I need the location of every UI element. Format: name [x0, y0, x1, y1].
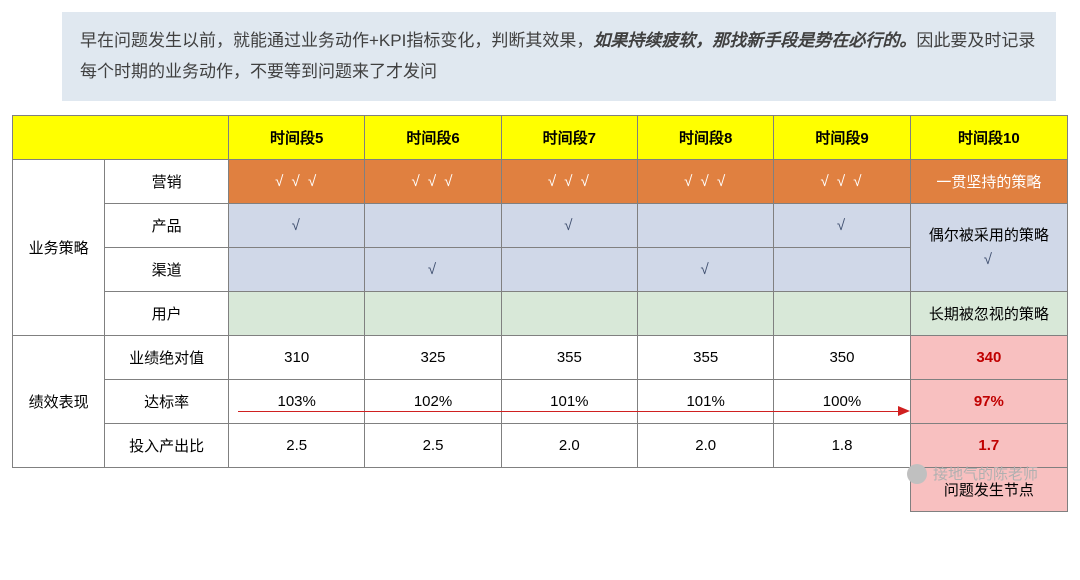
note-marketing: 一贯坚持的策略	[910, 160, 1067, 204]
note-check: √	[984, 251, 994, 268]
cell: 310	[229, 336, 365, 380]
row-abs: 绩效表现 业绩绝对值 310 325 355 355 350 340	[13, 336, 1068, 380]
cell	[229, 292, 365, 336]
cell: 2.5	[229, 424, 365, 468]
cell: 101%	[501, 380, 637, 424]
cell: √ √ √	[365, 160, 501, 204]
cell: √	[365, 248, 501, 292]
cell: 103%	[229, 380, 365, 424]
cell: 325	[365, 336, 501, 380]
intro-paragraph: 早在问题发生以前，就能通过业务动作+KPI指标变化，判断其效果，如果持续疲软，那…	[62, 12, 1056, 101]
cell	[774, 292, 910, 336]
col-header: 时间段8	[638, 116, 774, 160]
strategy-table: 时间段5 时间段6 时间段7 时间段8 时间段9 时间段10 业务策略 营销 √…	[12, 115, 1068, 512]
row-rate: 达标率 103% 102% 101% 101% 100% 97%	[13, 380, 1068, 424]
col-header: 时间段10	[910, 116, 1067, 160]
intro-text-bold: 如果持续疲软，那找新手段是势在必行的。	[593, 31, 916, 50]
cell: √	[501, 204, 637, 248]
group-business: 业务策略	[13, 160, 105, 336]
note-text: 偶尔被采用的策略	[929, 227, 1049, 244]
col-header: 时间段6	[365, 116, 501, 160]
row-label: 用户	[105, 292, 229, 336]
footer-note: 问题发生节点	[910, 468, 1067, 512]
cell: 2.0	[638, 424, 774, 468]
cell	[365, 204, 501, 248]
cell	[501, 248, 637, 292]
group-performance: 绩效表现	[13, 336, 105, 468]
row-channel: 渠道 √ √	[13, 248, 1068, 292]
header-blank	[13, 116, 229, 160]
cell: √ √ √	[774, 160, 910, 204]
cell: 355	[638, 336, 774, 380]
cell: √ √ √	[501, 160, 637, 204]
col-header: 时间段7	[501, 116, 637, 160]
cell: √	[229, 204, 365, 248]
cell	[638, 292, 774, 336]
cell: 101%	[638, 380, 774, 424]
row-label: 达标率	[105, 380, 229, 424]
cell-value: 103%	[277, 393, 315, 410]
cell: 355	[501, 336, 637, 380]
cell: 2.5	[365, 424, 501, 468]
row-user: 用户 长期被忽视的策略	[13, 292, 1068, 336]
cell	[229, 248, 365, 292]
cell	[365, 292, 501, 336]
row-label: 投入产出比	[105, 424, 229, 468]
col-header: 时间段5	[229, 116, 365, 160]
cell: 1.8	[774, 424, 910, 468]
cell	[638, 204, 774, 248]
cell	[501, 292, 637, 336]
note-user: 长期被忽视的策略	[910, 292, 1067, 336]
cell: 102%	[365, 380, 501, 424]
cell: √ √ √	[229, 160, 365, 204]
row-marketing: 业务策略 营销 √ √ √ √ √ √ √ √ √ √ √ √ √ √ √ 一贯…	[13, 160, 1068, 204]
row-product: 产品 √ √ √ 偶尔被采用的策略 √	[13, 204, 1068, 248]
col-header: 时间段9	[774, 116, 910, 160]
row-label: 产品	[105, 204, 229, 248]
cell: 100%	[774, 380, 910, 424]
cell: √	[638, 248, 774, 292]
row-label: 营销	[105, 160, 229, 204]
row-label: 渠道	[105, 248, 229, 292]
cell	[774, 248, 910, 292]
cell: √ √ √	[638, 160, 774, 204]
row-label: 业绩绝对值	[105, 336, 229, 380]
note-product-channel: 偶尔被采用的策略 √	[910, 204, 1067, 292]
cell-highlight: 1.7	[910, 424, 1067, 468]
cell-highlight: 97%	[910, 380, 1067, 424]
header-row: 时间段5 时间段6 时间段7 时间段8 时间段9 时间段10	[13, 116, 1068, 160]
cell: √	[774, 204, 910, 248]
cell: 350	[774, 336, 910, 380]
cell-highlight: 340	[910, 336, 1067, 380]
intro-text-1: 早在问题发生以前，就能通过业务动作+KPI指标变化，判断其效果，	[80, 31, 593, 50]
row-roi: 投入产出比 2.5 2.5 2.0 2.0 1.8 1.7	[13, 424, 1068, 468]
footer-row: 问题发生节点	[13, 468, 1068, 512]
cell: 2.0	[501, 424, 637, 468]
